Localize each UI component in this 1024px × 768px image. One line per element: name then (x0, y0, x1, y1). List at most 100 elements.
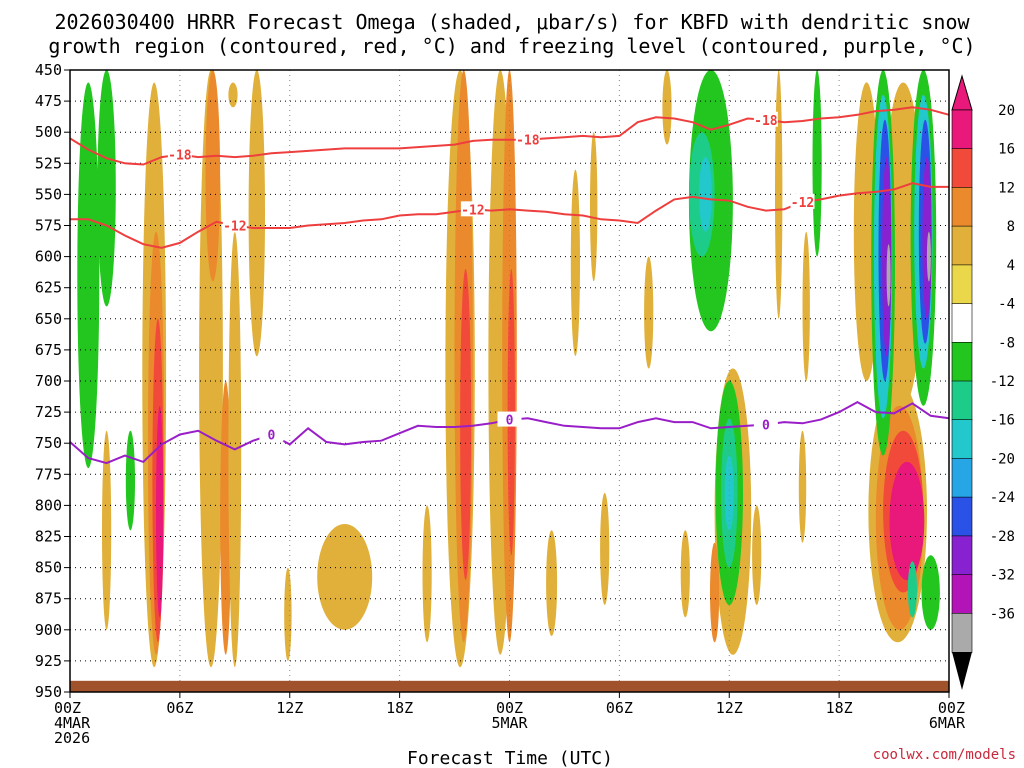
omega-cell (882, 157, 892, 357)
contour-label-bg (460, 201, 485, 217)
y-tick-label: 625 (35, 279, 62, 297)
x-axis-label: Forecast Time (UTC) (407, 748, 613, 768)
contour-label-bg (753, 416, 778, 432)
colorbar-label: -4 (998, 297, 1015, 313)
colorbar-swatch (951, 225, 973, 266)
y-tick-label: 825 (35, 528, 62, 546)
colorbar-swatch (951, 535, 973, 576)
colorbar-swatch (951, 187, 973, 227)
omega-cell (600, 492, 610, 605)
y-tick-label: 650 (35, 310, 62, 328)
contour-label: -12 (791, 196, 814, 211)
colorbar: 20 16 12 8 4 -4 -8 -12 -16 -20 -24 -28 -32 -36 (951, 74, 1015, 690)
omega-cell (662, 70, 672, 145)
omega-cell (102, 430, 112, 630)
x-tick-label: 00Z (496, 699, 523, 717)
omega-cell (889, 461, 925, 581)
omega-cell (248, 70, 265, 357)
y-tick-label: 950 (35, 683, 62, 701)
contour-label: -12 (223, 220, 246, 235)
omega-cell (907, 561, 918, 618)
colorbar-swatch (951, 148, 973, 189)
contour-label-bg (222, 217, 247, 233)
y-tick-label: 450 (35, 61, 62, 79)
contour-label: -18 (168, 149, 192, 164)
terrain-band (70, 680, 949, 692)
omega-cell (570, 169, 581, 357)
colorbar-bottom-triangle (952, 652, 972, 690)
omega-cell (926, 231, 931, 282)
y-tick-label: 725 (35, 403, 62, 421)
y-tick-label: 700 (35, 372, 62, 390)
colorbar-label: -12 (990, 374, 1015, 390)
y-tick-label: 675 (35, 341, 62, 359)
colorbar-swatch (951, 303, 973, 344)
colorbar-swatch (951, 264, 973, 305)
colorbar-label: -28 (990, 529, 1015, 545)
contour--18 (69, 106, 950, 166)
y-tick-label: 750 (35, 434, 62, 452)
contour-label-bg (259, 426, 284, 442)
omega-cell (802, 231, 810, 381)
y-tick-label: 500 (35, 123, 62, 141)
colorbar-label: 16 (998, 142, 1015, 158)
colorbar-swatch (951, 109, 973, 150)
contour-label: -18 (754, 114, 778, 129)
x-tick-label: 18Z (826, 699, 853, 717)
contour-label-bg (790, 193, 815, 209)
omega-cell (77, 82, 100, 469)
x-tick-label: 6MAR (929, 714, 966, 732)
omega-cell (317, 524, 373, 630)
contour-label-bg (753, 111, 778, 127)
omega-cell (644, 256, 654, 369)
colorbar-swatch (951, 419, 973, 460)
omega-cell (590, 132, 598, 282)
contour-label-bg (497, 411, 522, 427)
colorbar-swatch (951, 458, 973, 498)
y-tick-label: 925 (35, 652, 62, 670)
contour-label: 0 (506, 414, 514, 429)
credit-link[interactable]: coolwx.com/models (873, 747, 1016, 763)
omega-cell (205, 70, 221, 282)
x-tick-label: 2026 (54, 729, 90, 747)
x-tick-label: 18Z (386, 699, 413, 717)
terrain-band-rect (70, 680, 949, 692)
y-tick-label: 525 (35, 154, 62, 172)
colorbar-swatch (951, 341, 973, 382)
colorbar-swatch (951, 380, 973, 421)
y-tick-label: 600 (35, 248, 62, 266)
omega-cell (460, 269, 472, 580)
isotherm-contours: -18 -18 -18 -12 -12 -12 0 0 0 (69, 106, 950, 465)
colorbar-label: 4 (1007, 258, 1015, 274)
omega-cell (228, 82, 238, 108)
colorbar-label: -20 (990, 451, 1015, 467)
plot-area: -18 -18 -18 -12 -12 -12 0 0 0 (69, 69, 950, 693)
colorbar-label: -8 (998, 335, 1015, 351)
x-tick-label: 06Z (606, 699, 633, 717)
contour-label: 0 (268, 428, 276, 443)
colorbar-swatch (951, 496, 973, 537)
omega-cell (97, 70, 116, 307)
colorbar-label: -32 (990, 568, 1015, 584)
omega-cell (921, 555, 940, 630)
chart-title-line-2: growth region (contoured, red, °C) and f… (48, 34, 975, 58)
omega-cell (680, 530, 690, 618)
x-tick-label: 12Z (276, 699, 303, 717)
y-tick-label: 775 (35, 465, 62, 483)
x-tick-label: 5MAR (491, 714, 528, 732)
omega-cell (156, 405, 164, 618)
contour-label-bg (167, 146, 192, 162)
omega-cell (798, 430, 807, 543)
colorbar-swatch (951, 574, 973, 615)
chart-title-line-1: 2026030400 HRRR Forecast Omega (shaded, … (54, 10, 970, 34)
contour-label: -18 (516, 134, 540, 149)
y-tick-label: 800 (35, 496, 62, 514)
omega-cell (422, 505, 432, 643)
omega-cell (546, 530, 558, 636)
omega-cell (710, 542, 720, 643)
omega-cell (125, 430, 135, 531)
y-axis-ticks: 450 475 500 525 550 575 600 625 650 675 700 725 750 7… (35, 61, 70, 701)
contour-label-bg (515, 131, 540, 147)
colorbar-label: 20 (998, 103, 1015, 119)
